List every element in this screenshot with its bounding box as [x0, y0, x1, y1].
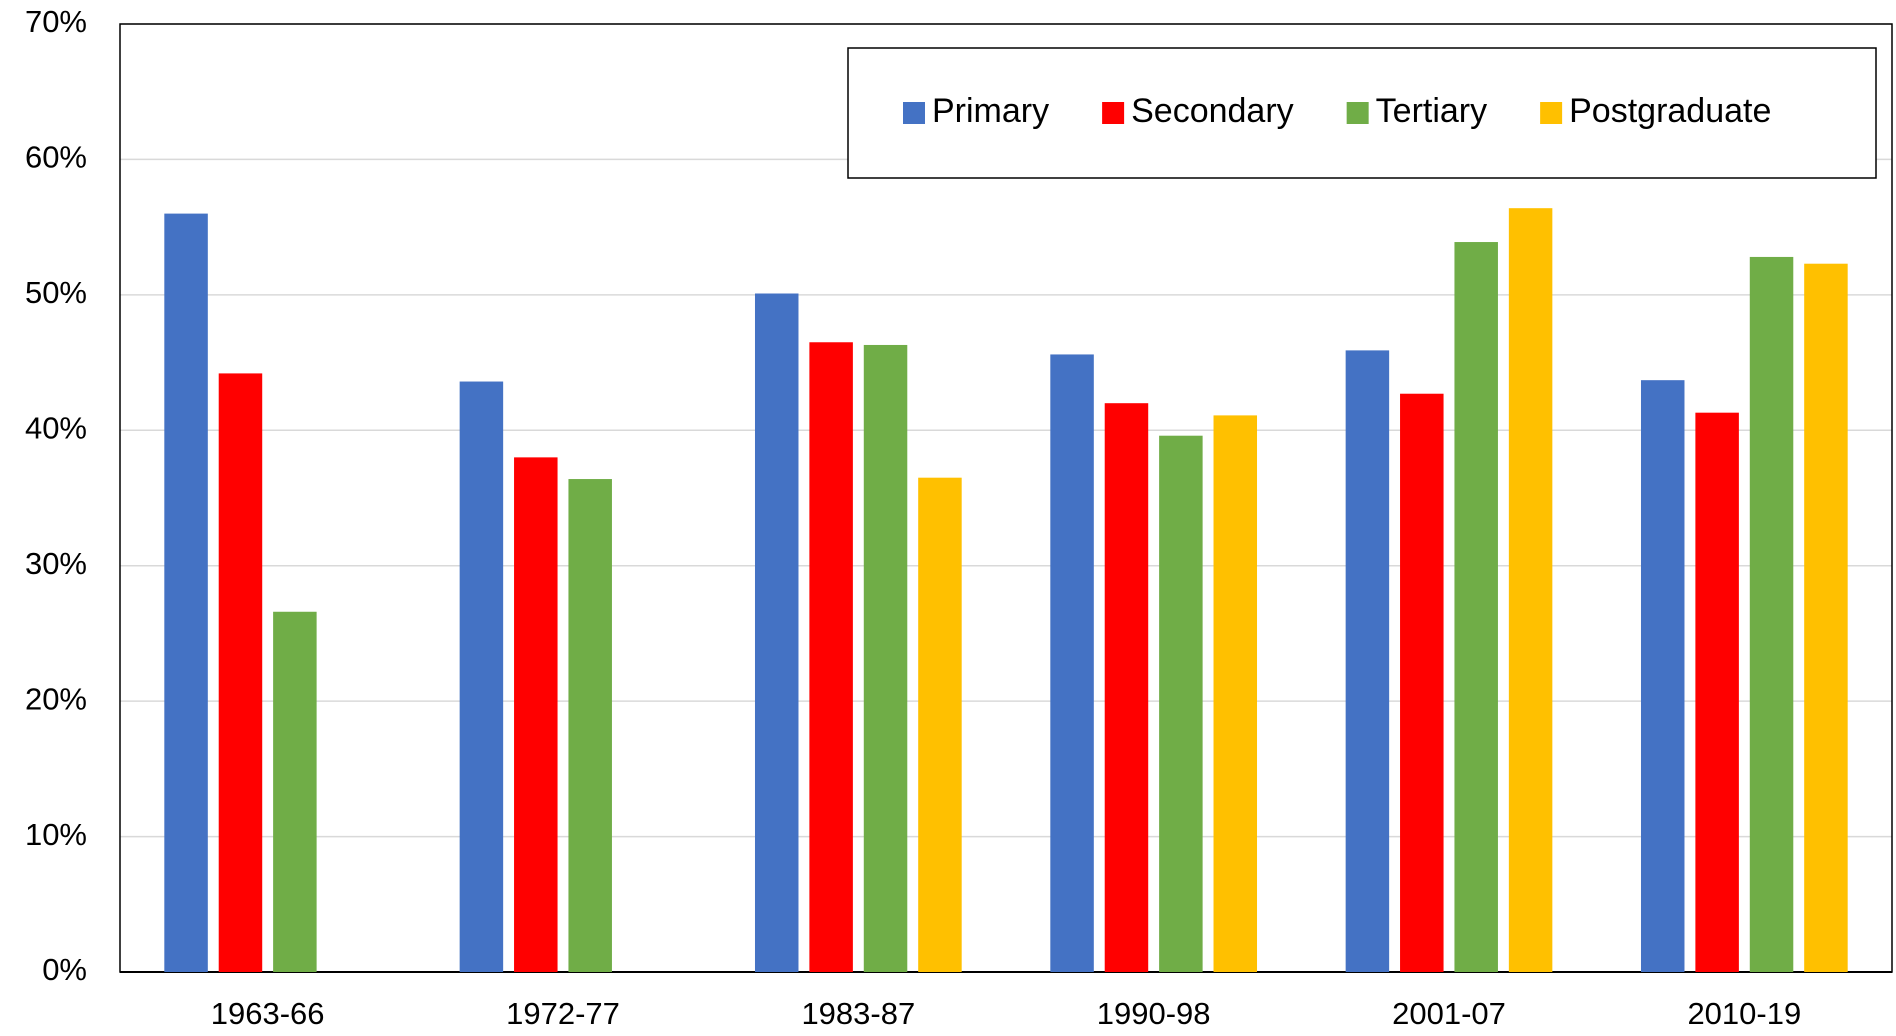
- bar: [1213, 415, 1258, 973]
- legend-label: Secondary: [1131, 92, 1294, 130]
- x-tick-label: 2010-19: [1687, 996, 1801, 1031]
- x-tick-label: 1983-87: [801, 996, 915, 1031]
- legend-label: Primary: [932, 92, 1049, 130]
- bar: [1400, 393, 1444, 973]
- x-tick-label: 1972-77: [506, 996, 620, 1031]
- legend-swatch: [903, 102, 925, 124]
- bar: [1050, 354, 1094, 973]
- bar: [1345, 350, 1390, 973]
- y-tick-label: 10%: [25, 817, 87, 852]
- y-tick-label: 30%: [25, 546, 87, 581]
- legend-swatch: [1540, 102, 1563, 124]
- legend-swatch: [1102, 102, 1125, 124]
- bar: [754, 293, 799, 972]
- bar: [459, 381, 504, 972]
- bar: [809, 342, 853, 972]
- bar: [1695, 412, 1739, 972]
- y-tick-label: 50%: [25, 275, 87, 310]
- y-tick-label: 70%: [25, 4, 87, 39]
- bar: [1640, 380, 1685, 973]
- x-tick-label: 2001-07: [1392, 996, 1506, 1031]
- bar: [273, 611, 317, 972]
- bar: [514, 457, 558, 972]
- bar: [1104, 403, 1149, 972]
- y-tick-label: 40%: [25, 410, 87, 445]
- bar: [863, 344, 908, 973]
- y-tick-label: 20%: [25, 681, 87, 716]
- legend-swatch: [1346, 102, 1369, 124]
- legend-label: Postgraduate: [1569, 92, 1771, 130]
- bar: [1159, 435, 1203, 972]
- x-tick-label: 1963-66: [211, 996, 325, 1031]
- y-tick-label: 60%: [25, 140, 87, 175]
- bar: [918, 477, 962, 972]
- legend-label: Tertiary: [1376, 92, 1487, 130]
- bar: [164, 213, 208, 973]
- bar: [1804, 263, 1848, 972]
- bar: [218, 373, 263, 972]
- bar: [568, 479, 612, 972]
- bar: [1508, 208, 1553, 972]
- x-tick-label: 1990-98: [1097, 996, 1211, 1031]
- y-tick-label: 0%: [42, 952, 87, 987]
- bar: [1749, 256, 1794, 972]
- bar: [1454, 242, 1498, 973]
